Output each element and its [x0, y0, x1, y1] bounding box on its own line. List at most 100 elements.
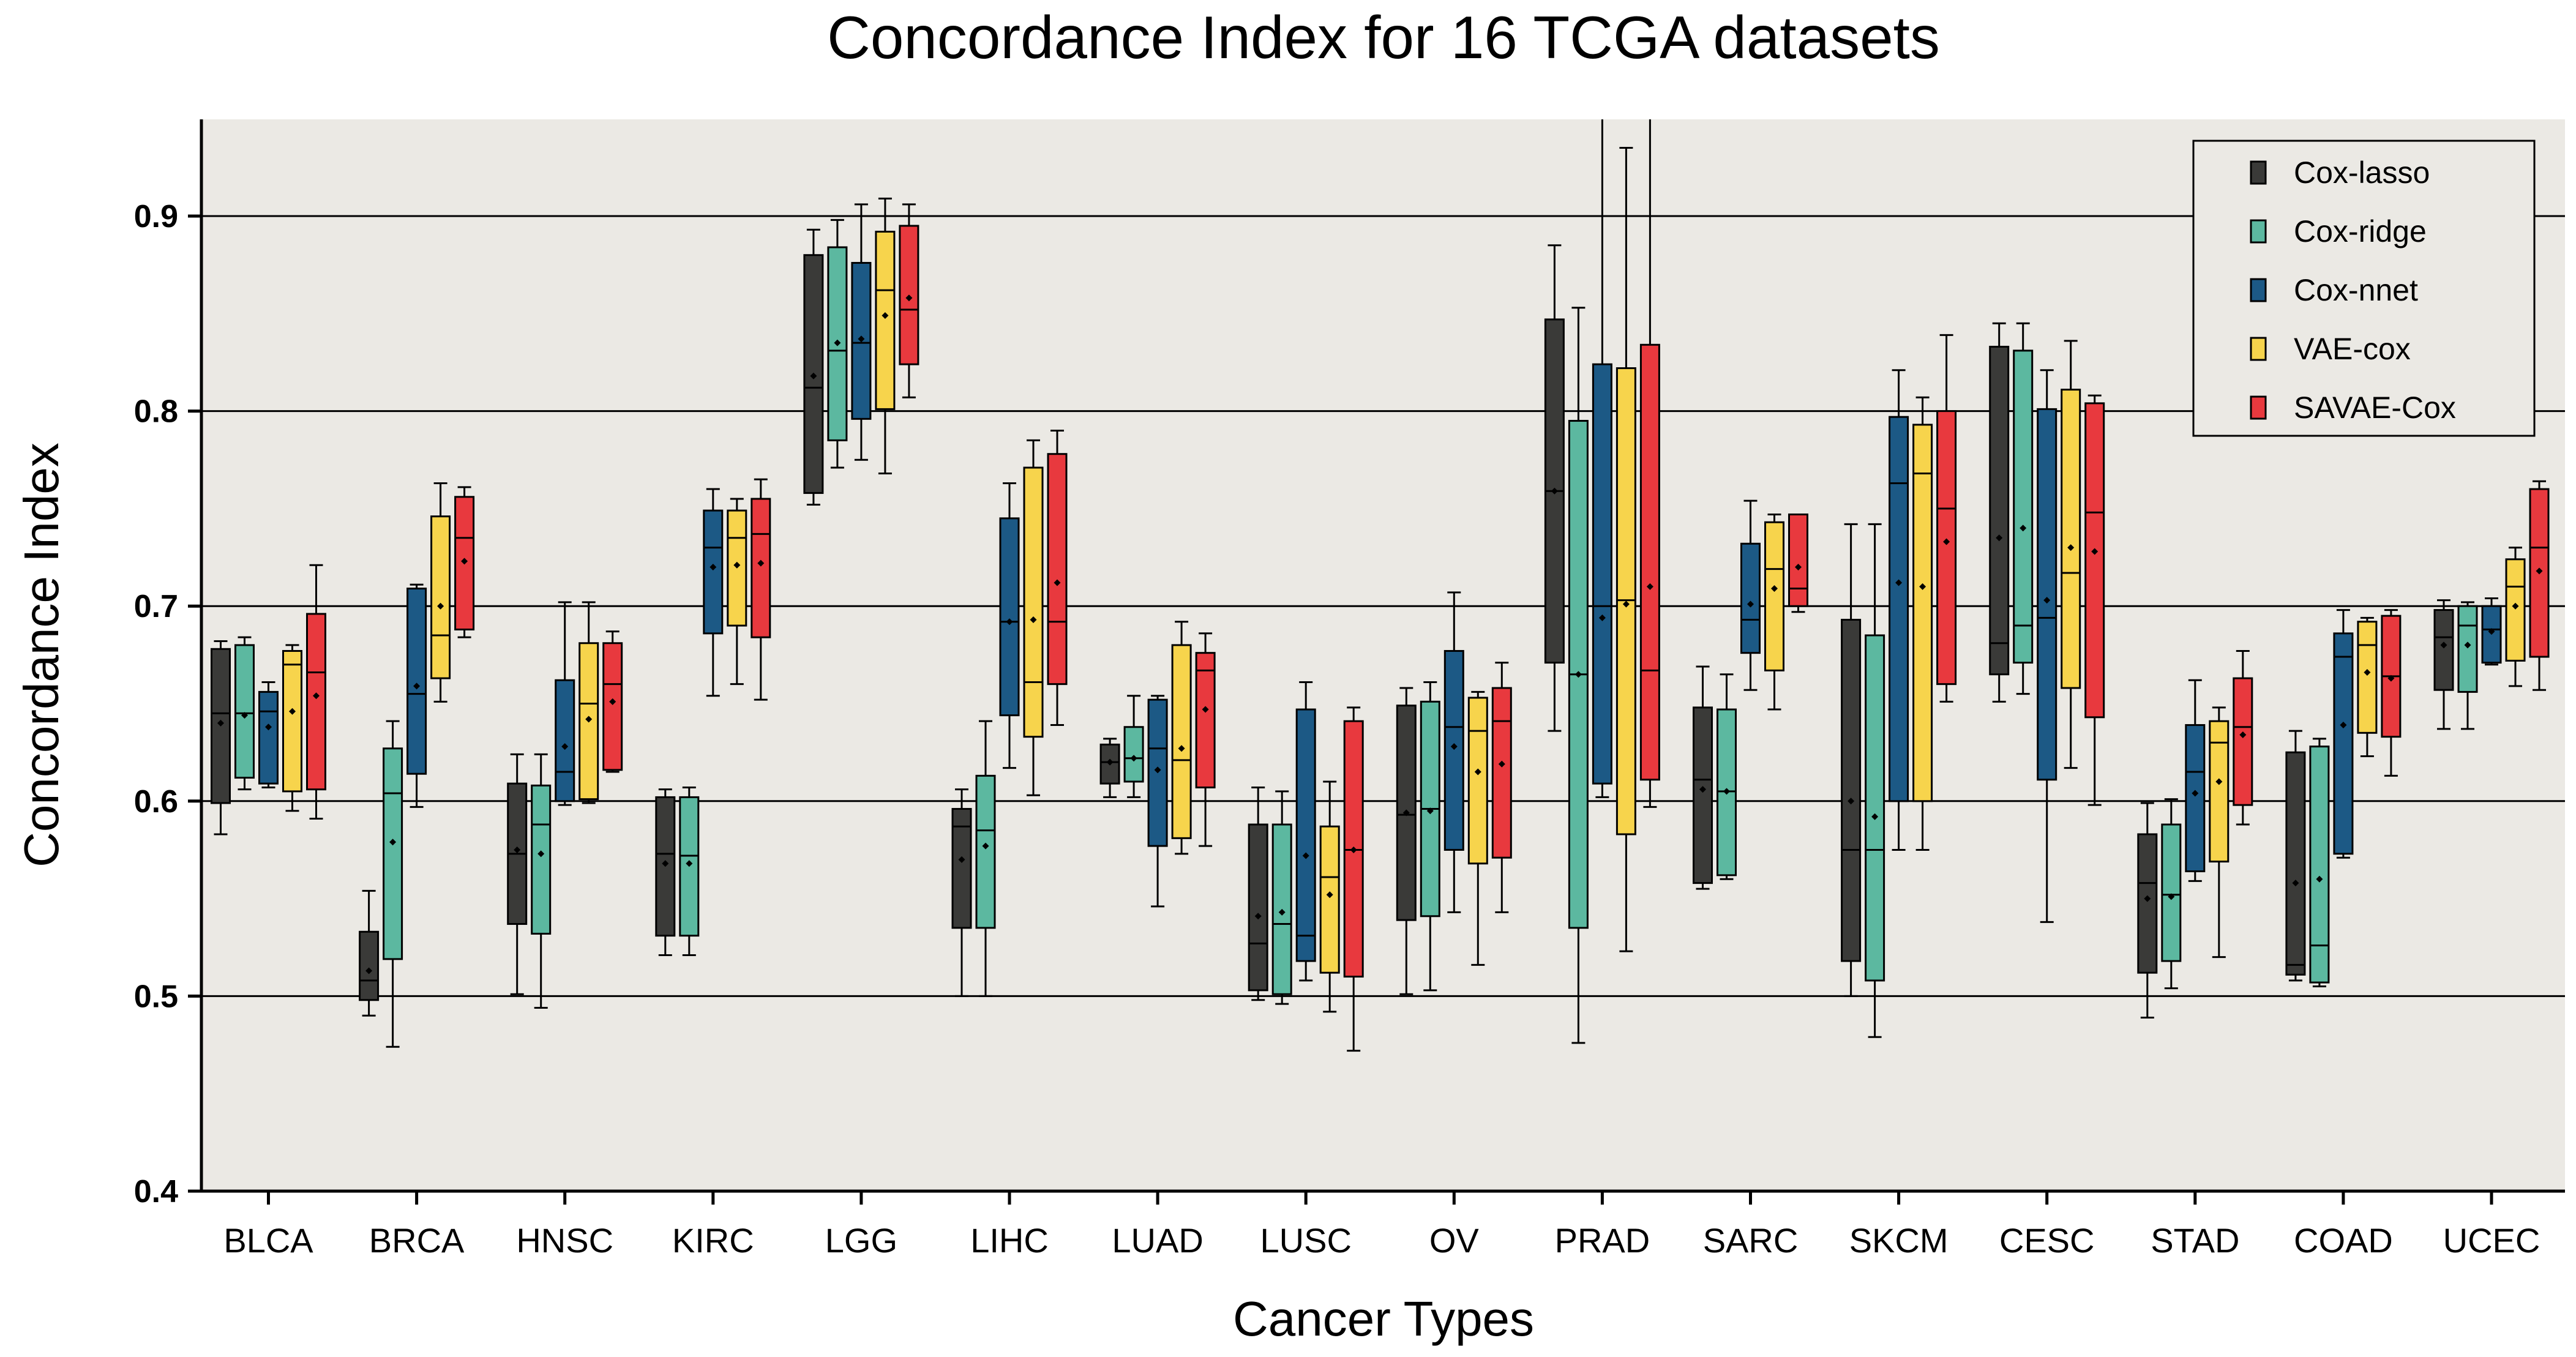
axes	[200, 119, 2565, 1193]
mean-marker	[733, 561, 741, 569]
mean-marker	[1202, 706, 1209, 713]
box-body	[2505, 558, 2526, 662]
box-savae-cox	[2233, 649, 2253, 826]
box-body	[2137, 833, 2158, 974]
box-body	[2309, 746, 2330, 984]
mean-marker	[1723, 788, 1730, 795]
box-cox-ridge	[531, 753, 552, 1009]
box-cox-nnet	[1592, 119, 1612, 798]
box-body	[2357, 621, 2378, 734]
mean-marker	[1474, 768, 1481, 776]
x-tick-label: COAD	[2294, 1221, 2393, 1260]
y-ticks: 0.4 0.5 0.6 0.7 0.8 0.9	[134, 199, 201, 1209]
legend: Cox-lasso Cox-ridge Cox-nnet VAE-cox SAVAE-C…	[2192, 140, 2536, 437]
mean-marker	[1771, 585, 1778, 593]
mean-marker	[2340, 722, 2347, 729]
box-body	[999, 517, 1020, 717]
box-vae-cox	[727, 498, 747, 686]
mean-marker	[537, 850, 545, 858]
box-body	[2285, 751, 2306, 976]
box-body	[2333, 632, 2354, 855]
box-body	[2481, 605, 2502, 664]
mean-marker	[2020, 525, 2027, 532]
box-body	[2209, 720, 2230, 863]
box-body	[1592, 363, 1612, 785]
box-vae-cox	[578, 601, 599, 804]
box-cox-nnet	[999, 482, 1020, 769]
mean-marker	[1598, 614, 1606, 621]
box-body	[1319, 825, 1340, 974]
box-body	[1491, 687, 1512, 859]
x-tick-label: OV	[1429, 1221, 1480, 1260]
x-axis-title: Cancer Types	[1233, 1292, 1534, 1346]
mean-marker	[1030, 616, 1037, 624]
box-body	[1764, 521, 1784, 671]
mean-marker	[461, 558, 468, 565]
box-cox-ridge	[1123, 695, 1144, 798]
box-savae-cox	[1343, 706, 1364, 1052]
box-body	[2037, 408, 2057, 781]
box-savae-cox	[1491, 662, 1512, 913]
box-savae-cox	[2529, 480, 2550, 691]
box-body	[875, 230, 896, 410]
x-tick-label: LUSC	[1260, 1221, 1352, 1260]
mean-marker	[1498, 760, 1505, 768]
mean-marker	[265, 723, 272, 731]
box-body	[975, 774, 996, 929]
box-cox-ridge	[234, 636, 255, 791]
box-body	[306, 613, 326, 791]
mean-marker	[1699, 786, 1706, 793]
box-cox-lasso	[803, 228, 824, 506]
mean-marker	[1426, 807, 1434, 815]
box-body	[1841, 619, 1862, 962]
box-body	[602, 642, 623, 771]
legend-swatch	[2250, 278, 2267, 302]
box-cox-nnet	[258, 681, 279, 788]
box-vae-cox	[430, 482, 451, 703]
x-tick-label: SARC	[1703, 1221, 1799, 1260]
box-body	[2013, 350, 2034, 664]
mean-marker	[2192, 790, 2199, 797]
box-body	[1912, 424, 1933, 802]
box-body	[1467, 697, 1488, 865]
mean-marker	[585, 716, 593, 723]
box-body	[359, 930, 380, 1001]
mean-marker	[1278, 908, 1286, 916]
legend-label: Cox-nnet	[2294, 273, 2418, 307]
mean-marker	[1895, 579, 1903, 586]
box-cox-nnet	[555, 601, 575, 806]
box-cox-ridge	[2161, 798, 2182, 990]
y-axis-title: Concordance Index	[14, 443, 69, 867]
mean-marker	[365, 967, 373, 974]
box-vae-cox	[1616, 146, 1636, 952]
legend-swatch	[2250, 219, 2267, 244]
y-tick-label: 0.5	[134, 979, 178, 1014]
mean-marker	[1130, 755, 1137, 762]
box-cox-nnet	[1147, 695, 1168, 908]
box-cox-ridge	[2013, 322, 2034, 695]
box-body	[1023, 466, 1044, 738]
x-tick-label: BRCA	[369, 1221, 465, 1260]
legend-label: VAE-cox	[2294, 332, 2411, 366]
box-vae-cox	[2209, 706, 2230, 959]
box-cox-nnet	[2037, 369, 2057, 923]
box-cox-nnet	[1443, 591, 1464, 913]
box-cox-lasso	[2137, 802, 2158, 1019]
x-tick-label: LGG	[825, 1221, 897, 1260]
box-body	[1295, 708, 1316, 962]
box-cox-lasso	[1693, 665, 1713, 890]
box-body	[1989, 345, 2010, 676]
mean-marker	[437, 602, 444, 610]
mean-marker	[882, 312, 889, 319]
mean-marker	[1747, 600, 1754, 608]
box-cox-ridge	[975, 720, 996, 997]
box-cox-nnet	[1295, 681, 1316, 982]
box-body	[555, 679, 575, 802]
box-vae-cox	[875, 197, 896, 475]
box-cox-ridge	[2457, 601, 2478, 730]
box-cox-lasso	[655, 788, 676, 956]
box-vae-cox	[1467, 690, 1488, 966]
box-cox-nnet	[1889, 369, 1909, 851]
box-body	[234, 644, 255, 779]
